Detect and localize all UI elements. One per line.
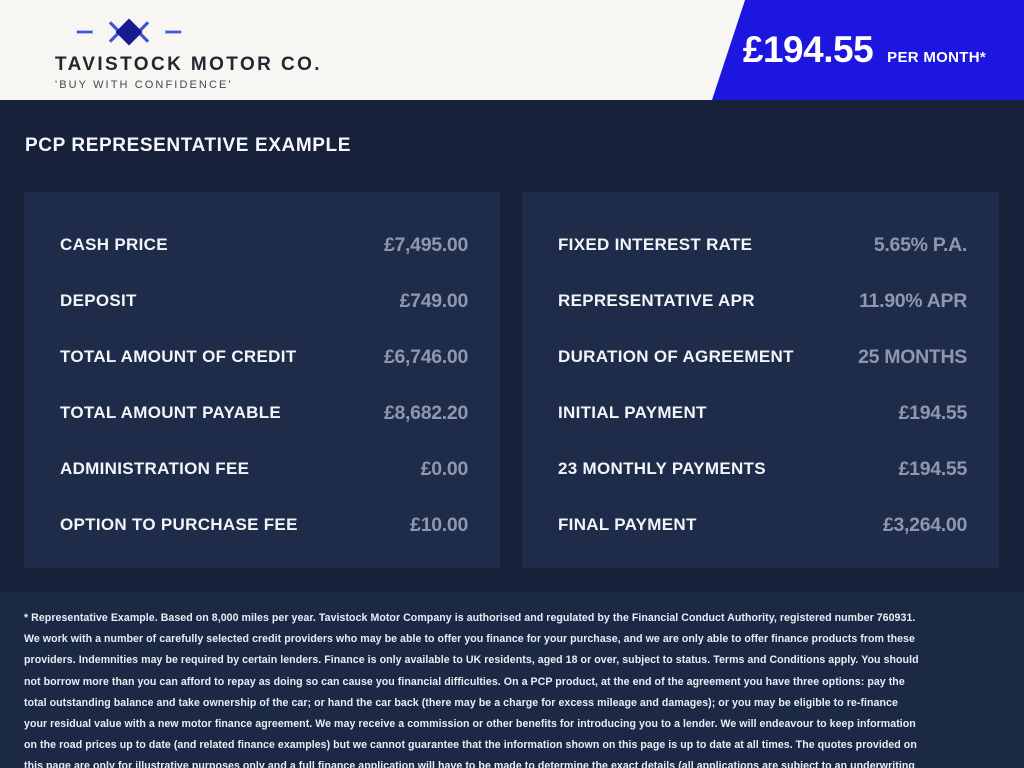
row-value: 5.65% P.A.	[873, 233, 967, 256]
row-admin-fee: ADMINISTRATION FEE £0.00	[60, 441, 468, 497]
row-value: 11.90% APR	[859, 289, 967, 312]
row-value: £194.55	[898, 457, 968, 480]
row-value: £0.00	[420, 457, 469, 480]
row-label: CASH PRICE	[60, 235, 168, 254]
row-deposit: DEPOSIT £749.00	[60, 273, 468, 329]
row-label: DEPOSIT	[60, 291, 137, 310]
header: TAVISTOCK MOTOR CO. 'BUY WITH CONFIDENCE…	[0, 0, 1024, 100]
row-value: £8,682.20	[383, 401, 468, 424]
row-label: FINAL PAYMENT	[558, 515, 697, 534]
row-final-payment: FINAL PAYMENT £3,264.00	[558, 497, 967, 553]
row-value: £3,264.00	[882, 513, 967, 536]
per-month-label: PER MONTH*	[887, 48, 986, 66]
row-label: REPRESENTATIVE APR	[558, 291, 755, 310]
row-total-credit: TOTAL AMOUNT OF CREDIT £6,746.00	[60, 329, 468, 385]
row-value: £10.00	[410, 513, 468, 536]
dealer-tagline: 'BUY WITH CONFIDENCE'	[55, 79, 233, 91]
row-duration: DURATION OF AGREEMENT 25 MONTHS	[558, 329, 967, 385]
page-title: PCP REPRESENTATIVE EXAMPLE	[25, 135, 351, 156]
row-value: £7,495.00	[383, 233, 468, 256]
row-label: OPTION TO PURCHASE FEE	[60, 515, 298, 534]
row-representative-apr: REPRESENTATIVE APR 11.90% APR	[558, 273, 967, 329]
row-label: ADMINISTRATION FEE	[60, 459, 250, 478]
row-total-payable: TOTAL AMOUNT PAYABLE £8,682.20	[60, 385, 468, 441]
main-section: PCP REPRESENTATIVE EXAMPLE CASH PRICE £7…	[0, 100, 1024, 592]
monthly-price: £194.55	[742, 29, 874, 70]
dealer-logo: TAVISTOCK MOTOR CO. 'BUY WITH CONFIDENCE…	[55, 14, 322, 91]
finance-panels: CASH PRICE £7,495.00 DEPOSIT £749.00 TOT…	[24, 192, 999, 568]
row-value: £749.00	[399, 289, 469, 312]
finance-panel-right: FIXED INTEREST RATE 5.65% P.A. REPRESENT…	[522, 192, 999, 568]
representative-example-disclaimer: * Representative Example. Based on 8,000…	[24, 612, 919, 768]
row-monthly-payments: 23 MONTHLY PAYMENTS £194.55	[558, 441, 967, 497]
footer-disclaimer-section: * Representative Example. Based on 8,000…	[0, 592, 1024, 768]
row-value: £194.55	[898, 401, 968, 424]
row-initial-payment: INITIAL PAYMENT £194.55	[558, 385, 967, 441]
row-label: TOTAL AMOUNT OF CREDIT	[60, 347, 297, 366]
finance-panel-left: CASH PRICE £7,495.00 DEPOSIT £749.00 TOT…	[24, 192, 500, 568]
row-value: £6,746.00	[383, 345, 468, 368]
row-label: INITIAL PAYMENT	[558, 403, 707, 422]
dealer-name: TAVISTOCK MOTOR CO.	[55, 54, 322, 75]
row-fixed-interest-rate: FIXED INTEREST RATE 5.65% P.A.	[558, 217, 967, 273]
diamond-chevron-logo-icon	[76, 18, 182, 46]
row-option-to-purchase-fee: OPTION TO PURCHASE FEE £10.00	[60, 497, 468, 553]
row-cash-price: CASH PRICE £7,495.00	[60, 217, 468, 273]
row-value: 25 MONTHS	[858, 345, 967, 368]
row-label: 23 MONTHLY PAYMENTS	[558, 459, 766, 478]
price-banner: £194.55 PER MONTH*	[711, 0, 1024, 100]
row-label: TOTAL AMOUNT PAYABLE	[60, 403, 282, 422]
row-label: FIXED INTEREST RATE	[558, 235, 753, 254]
row-label: DURATION OF AGREEMENT	[558, 347, 794, 366]
